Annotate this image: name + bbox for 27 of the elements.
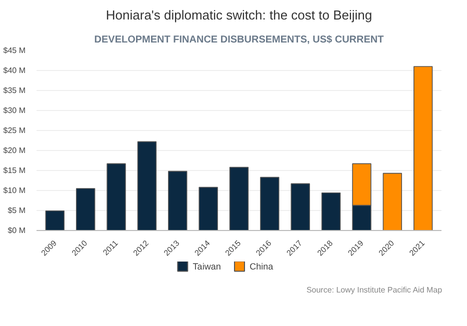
- bar: [168, 170, 188, 230]
- y-tick-label: $40 M: [3, 66, 26, 75]
- bar: [260, 176, 280, 230]
- bar: [198, 186, 218, 230]
- legend-label: Taiwan: [192, 261, 221, 272]
- y-tick-label: $5 M: [8, 206, 26, 215]
- bar: [290, 183, 310, 230]
- bar: [321, 192, 341, 230]
- y-tick-label: $35 M: [3, 86, 26, 95]
- y-tick-label: $25 M: [3, 126, 26, 135]
- bar: [106, 163, 126, 230]
- y-tick-label: $45 M: [3, 46, 26, 55]
- y-tick-label: $30 M: [3, 106, 26, 115]
- y-tick-label: $0 M: [8, 226, 26, 235]
- bar: [382, 172, 402, 230]
- y-tick-label: $15 M: [3, 166, 26, 175]
- legend-label: China: [250, 261, 274, 272]
- y-tick-label: $10 M: [3, 186, 26, 195]
- bar: [137, 141, 157, 230]
- source-note: Source: Lowy Institute Pacific Aid Map: [306, 286, 443, 294]
- y-tick-label: $20 M: [3, 146, 26, 155]
- bar: [76, 188, 96, 230]
- bar: [229, 166, 249, 230]
- chart-subtitle: DEVELOPMENT FINANCE DISBURSEMENTS, US$ CURRENT: [94, 34, 384, 46]
- bar: [413, 66, 433, 230]
- chart-title: Honiara's diplomatic switch: the cost to Beijing: [106, 8, 372, 22]
- bar: [45, 210, 65, 230]
